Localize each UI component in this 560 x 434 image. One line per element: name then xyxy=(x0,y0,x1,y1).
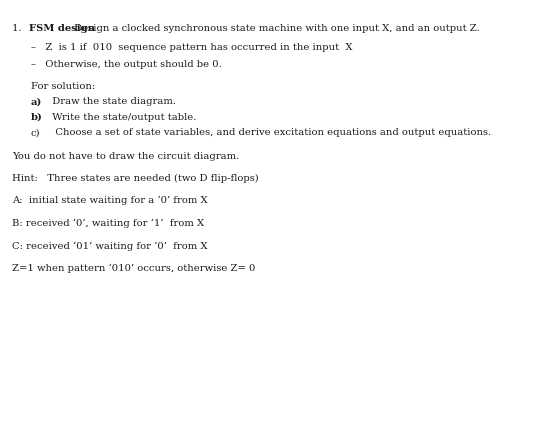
Text: C: received ‘01’ waiting for ‘0’  from X: C: received ‘01’ waiting for ‘0’ from X xyxy=(12,241,208,250)
Text: Choose a set of state variables, and derive excitation equations and output equa: Choose a set of state variables, and der… xyxy=(46,128,492,138)
Text: Z=1 when pattern ‘010’ occurs, otherwise Z= 0: Z=1 when pattern ‘010’ occurs, otherwise… xyxy=(12,264,256,273)
Text: –   Otherwise, the output should be 0.: – Otherwise, the output should be 0. xyxy=(31,60,222,69)
Text: b): b) xyxy=(31,113,43,122)
Text: You do not have to draw the circuit diagram.: You do not have to draw the circuit diag… xyxy=(12,152,240,161)
Text: c): c) xyxy=(31,128,40,138)
Text: Draw the state diagram.: Draw the state diagram. xyxy=(46,97,176,106)
Text: a): a) xyxy=(31,97,42,106)
Text: B: received ‘0’, waiting for ‘1’  from X: B: received ‘0’, waiting for ‘1’ from X xyxy=(12,219,204,228)
Text: A:  initial state waiting for a ‘0’ from X: A: initial state waiting for a ‘0’ from … xyxy=(12,196,208,205)
Text: 1.: 1. xyxy=(12,24,28,33)
Text: . Design a clocked synchronous state machine with one input X, and an output Z.: . Design a clocked synchronous state mac… xyxy=(68,24,480,33)
Text: FSM design: FSM design xyxy=(29,24,95,33)
Text: –   Z  is 1 if  010  sequence pattern has occurred in the input  X: – Z is 1 if 010 sequence pattern has occ… xyxy=(31,43,352,53)
Text: Hint:   Three states are needed (two D flip-flops): Hint: Three states are needed (two D fli… xyxy=(12,174,259,183)
Text: Write the state/output table.: Write the state/output table. xyxy=(46,113,197,122)
Text: For solution:: For solution: xyxy=(31,82,95,91)
